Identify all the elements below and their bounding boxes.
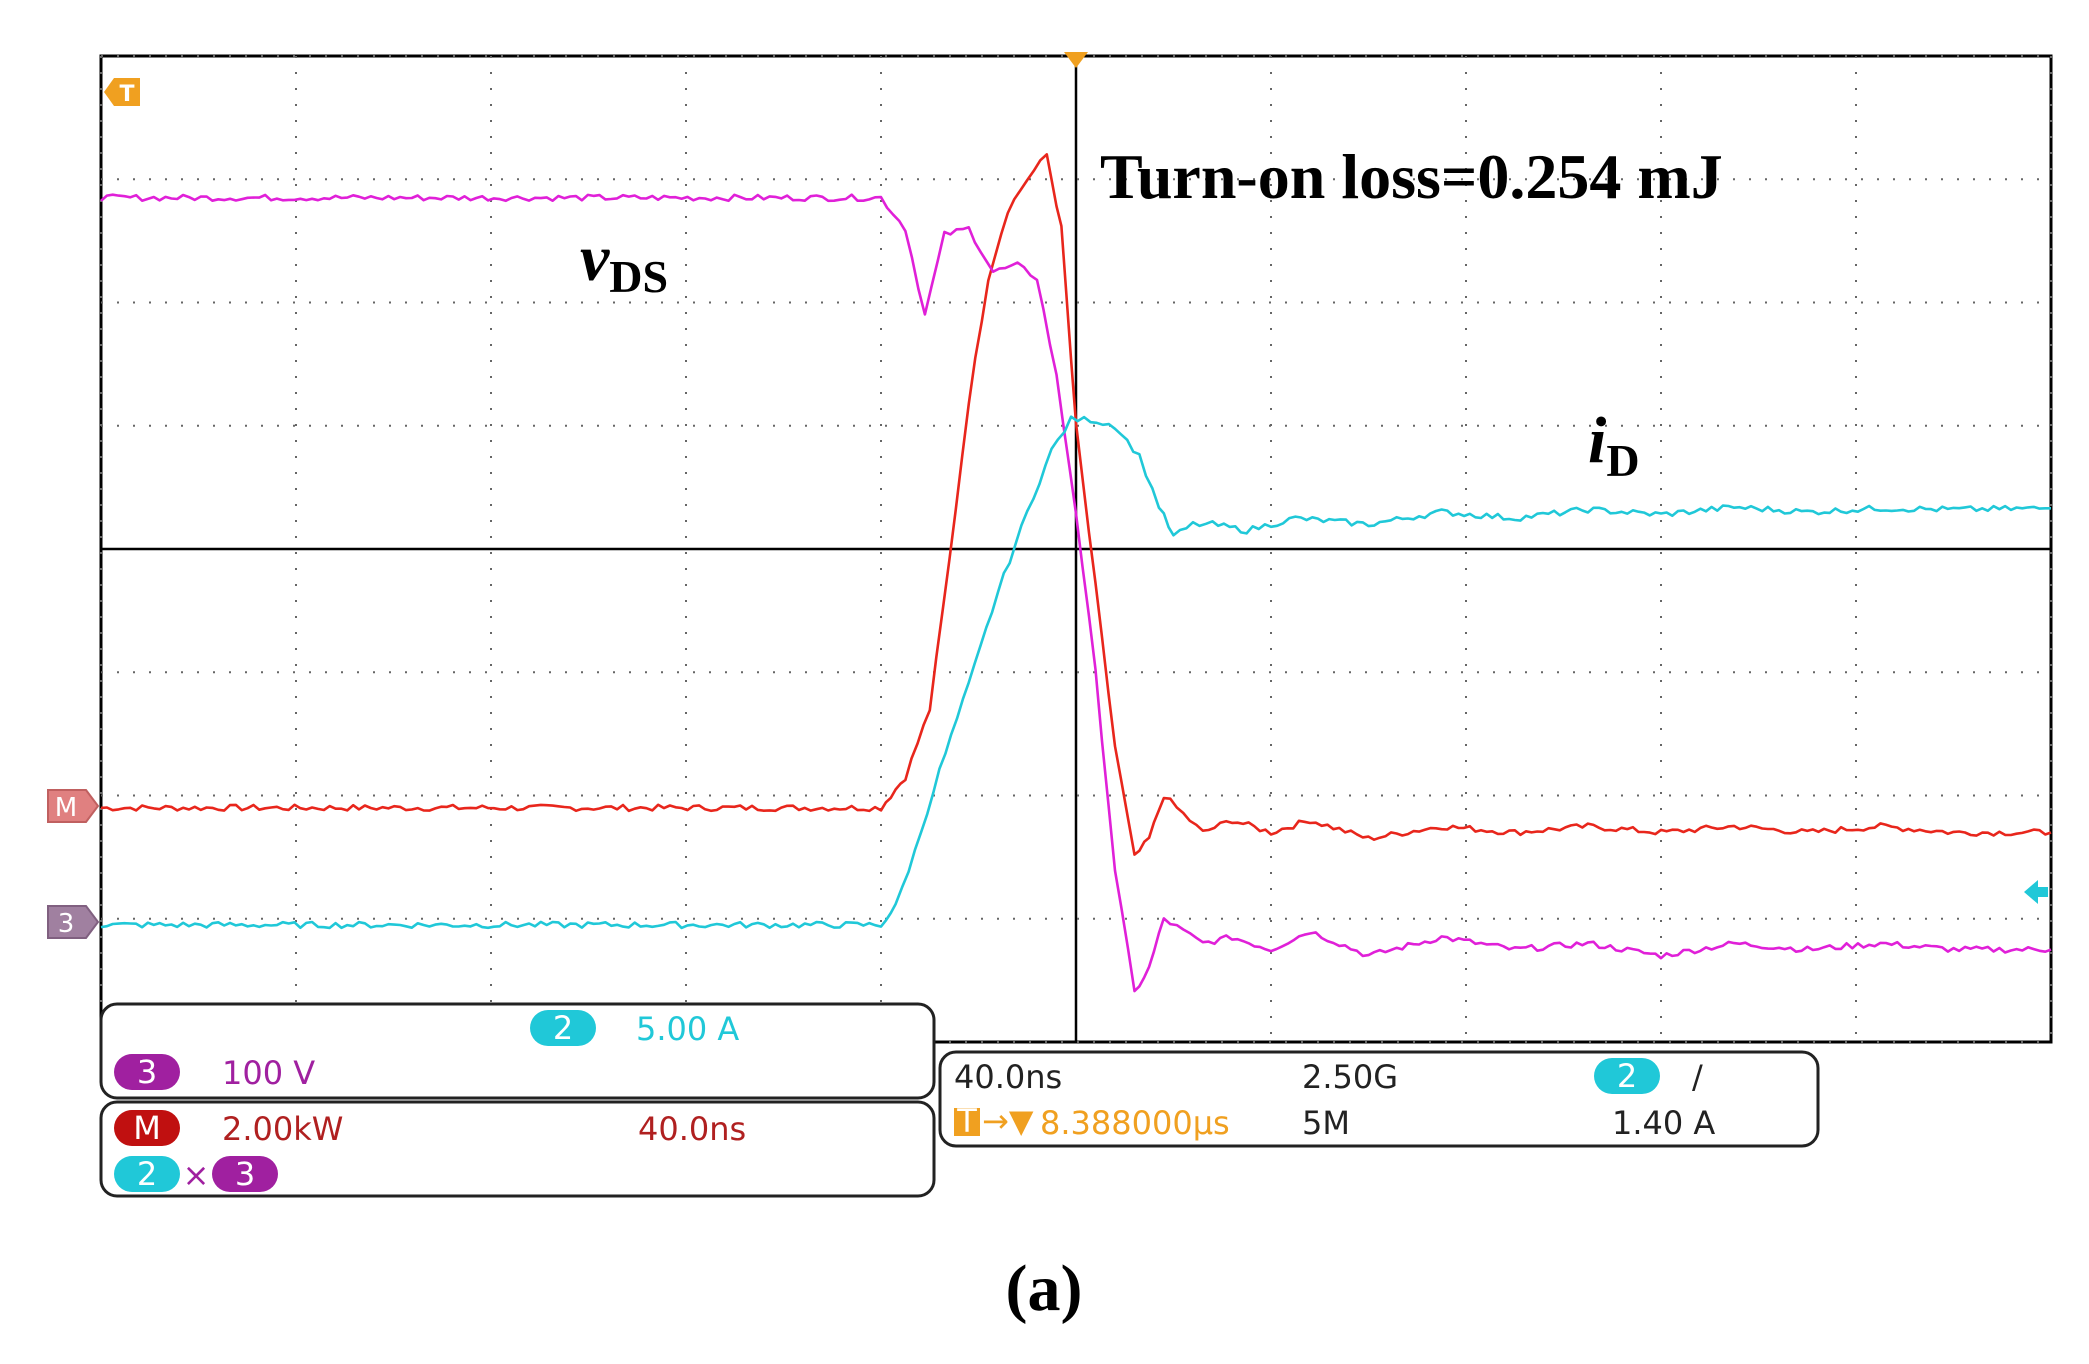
- id-label: iD: [1588, 404, 1640, 486]
- trace-group: [100, 153, 2052, 993]
- vds-label-main: v: [580, 222, 610, 295]
- trigger-pos-badge: [954, 1108, 980, 1136]
- trigger-pos-badge-label: T: [956, 1102, 977, 1140]
- timebase: 40.0ns: [954, 1058, 1062, 1096]
- trigger-slope-icon: /: [1692, 1058, 1703, 1096]
- math-ground-marker: M: [47, 789, 100, 823]
- math-scale: 2.00kW: [222, 1110, 343, 1148]
- trigger-position: 8.388000µs: [1040, 1104, 1230, 1142]
- math-marker-label: M: [55, 793, 77, 823]
- ch3-scale: 100 V: [222, 1054, 315, 1092]
- math-src-b-badge[interactable]: [212, 1156, 278, 1192]
- sample-rate: 2.50G: [1302, 1058, 1398, 1096]
- timebase-readout-box: 40.0ns 2.50G 2 / T →▼ 8.388000µs 5M 1.40…: [938, 1050, 1820, 1148]
- ch3-marker-label: 3: [58, 909, 75, 939]
- math-time: 40.0ns: [638, 1110, 746, 1148]
- figure-caption: (a): [1006, 1252, 1083, 1325]
- graticule-grid: [100, 55, 2052, 1043]
- channel-readout-box: 2 5.00 A 3 100 V: [99, 1002, 936, 1100]
- ch3-badge-label: 3: [137, 1053, 157, 1091]
- trigger-level-icon: T: [104, 78, 140, 107]
- turn-on-loss-annotation: Turn-on loss=0.254 mJ: [1100, 141, 1723, 212]
- math-src-a-badge[interactable]: [114, 1156, 180, 1192]
- ch2-offset-arrow-icon: [2024, 880, 2048, 904]
- ch3-ground-marker: 3: [47, 905, 100, 939]
- vds-label-sub: DS: [609, 251, 668, 302]
- trigger-source-label: 2: [1617, 1057, 1637, 1095]
- math-badge[interactable]: [114, 1110, 180, 1146]
- trigger-level: 1.40 A: [1612, 1104, 1715, 1142]
- ch2-badge-label: 2: [553, 1009, 573, 1047]
- math-src-a-label: 2: [137, 1155, 157, 1193]
- ch3-badge[interactable]: [114, 1054, 180, 1090]
- trace-vds: [100, 193, 2052, 993]
- id-label-main: i: [1588, 404, 1607, 477]
- math-operator: ×: [183, 1156, 210, 1194]
- vds-label: vDS: [580, 222, 668, 302]
- trace-id: [100, 415, 2051, 930]
- id-label-sub: D: [1606, 435, 1639, 486]
- math-src-b-label: 3: [235, 1155, 255, 1193]
- trigger-position-marker: [1064, 52, 1088, 68]
- trace-m-2-3: [100, 153, 2052, 856]
- record-length: 5M: [1302, 1104, 1350, 1142]
- math-badge-label: M: [133, 1109, 161, 1147]
- math-readout-box: M 2.00kW 40.0ns 2 × 3: [99, 1100, 936, 1198]
- ch2-scale: 5.00 A: [636, 1010, 739, 1048]
- trigger-pos-arrow-icon: →▼: [982, 1102, 1034, 1140]
- ch2-badge[interactable]: [530, 1010, 596, 1046]
- trigger-source-badge[interactable]: [1594, 1058, 1660, 1094]
- trigger-icon-label: T: [119, 82, 134, 107]
